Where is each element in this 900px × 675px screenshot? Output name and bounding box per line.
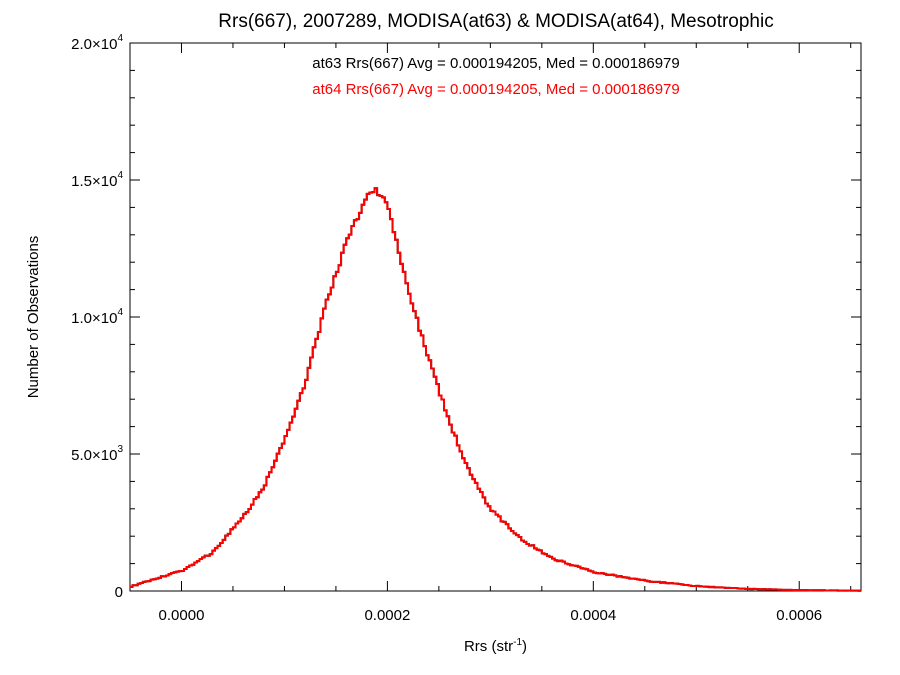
y-tick-label: 0 <box>115 584 123 601</box>
plot-frame <box>129 42 862 592</box>
x-tick-labels: 0.0000 0.0002 0.0004 0.0006 <box>159 607 823 624</box>
series-group <box>130 187 861 592</box>
series-at63-histogram <box>130 187 861 592</box>
y-tick-label: 5.0×103 <box>71 444 123 464</box>
stats-annotation: at64 Rrs(667) Avg = 0.000194205, Med = 0… <box>312 81 680 98</box>
x-tick-label: 0.0006 <box>776 607 822 624</box>
x-tick-label: 0.0000 <box>159 607 205 624</box>
annotation-group: at63 Rrs(667) Avg = 0.000194205, Med = 0… <box>312 55 680 98</box>
x-tick-label: 0.0002 <box>364 607 410 624</box>
stats-annotation: at63 Rrs(667) Avg = 0.000194205, Med = 0… <box>312 55 680 72</box>
y-tick-label: 1.0×104 <box>71 307 123 327</box>
y-tick-label: 2.0×104 <box>71 33 123 53</box>
y-axis-label: Number of Observations <box>25 236 42 399</box>
y-tick-label: 1.5×104 <box>71 170 123 190</box>
chart-title: Rrs(667), 2007289, MODISA(at63) & MODISA… <box>218 11 773 32</box>
series-at64-histogram <box>130 187 861 592</box>
tick-marks <box>129 42 861 592</box>
x-tick-label: 0.0004 <box>570 607 616 624</box>
y-tick-labels: 0 5.0×103 1.0×104 1.5×104 2.0×104 <box>71 33 123 601</box>
x-axis-label: Rrs (str-1) <box>464 637 527 655</box>
